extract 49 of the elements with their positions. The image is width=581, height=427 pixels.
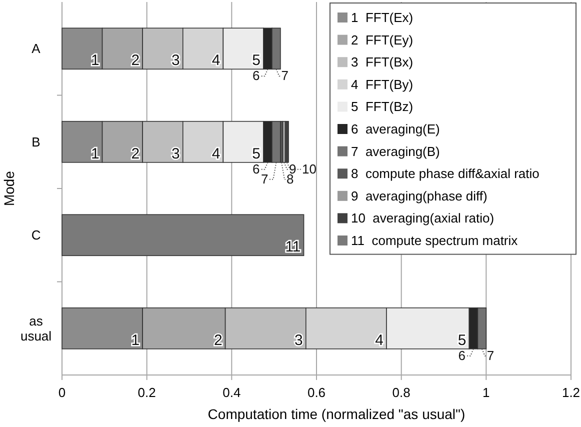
- y-tick-label: as usual: [20, 313, 52, 344]
- x-tick-label: 0.8: [392, 385, 410, 400]
- annotation: 3: [172, 145, 180, 162]
- annotation: 3: [294, 332, 303, 349]
- y-tick-label: C: [31, 228, 41, 243]
- x-tick-label: 1: [482, 385, 490, 400]
- annotation: 4: [212, 145, 220, 162]
- annotation: 2: [131, 145, 140, 162]
- x-tick-label: 0.4: [222, 385, 241, 400]
- annotation: 1: [90, 52, 100, 70]
- annotation: 4: [375, 332, 384, 349]
- annotation: 7: [486, 348, 494, 363]
- legend-label: 3 FFT(Bx): [351, 54, 414, 70]
- legend-label: 11 compute spectrum matrix: [351, 233, 518, 248]
- bar: [62, 214, 304, 256]
- annotation: 1: [131, 332, 140, 349]
- legend-label: 6 averaging(E): [351, 122, 440, 136]
- annotation: 3: [172, 52, 180, 70]
- y-axis-title: Mode: [1, 170, 17, 206]
- legend-label: 8 compute phase diff&axial ratio: [351, 166, 540, 182]
- y-tick-label: A: [32, 41, 41, 56]
- legend-label: 9 averaging(phase diff): [351, 188, 488, 204]
- annotation: 10: [302, 161, 316, 176]
- annotation: 4: [212, 52, 220, 70]
- y-tick-label: B: [32, 134, 40, 150]
- annotation: 6: [458, 348, 466, 363]
- x-tick-label: 0.2: [138, 385, 156, 400]
- bar: [285, 120, 289, 163]
- annotation: 2: [214, 332, 222, 349]
- legend-label: 4 FFT(By): [351, 76, 414, 92]
- legend-label: 7 averaging(B): [351, 144, 440, 159]
- x-tick-label: 1.2: [562, 385, 580, 400]
- legend-label: 5 FFT(Bz): [351, 99, 414, 114]
- legend-label: 1 FFT(Ex): [351, 10, 414, 25]
- legend-label: 10 averaging(axial ratio): [351, 210, 494, 226]
- annotation: 2: [131, 52, 140, 70]
- x-tick-label: 0: [58, 385, 66, 400]
- annotation: 7: [260, 171, 268, 186]
- x-tick-label: 0.6: [307, 385, 326, 400]
- annotation: 11: [285, 238, 301, 256]
- annotation: 5: [458, 332, 466, 349]
- legend-label: 2 FFT(Ey): [351, 32, 414, 48]
- annotation: 1: [90, 145, 100, 162]
- annotation: 6: [252, 68, 260, 84]
- annotation: 6: [252, 161, 260, 176]
- annotation: 5: [252, 52, 260, 70]
- x-axis-title: Computation time (normalized "as usual"): [208, 406, 466, 422]
- annotation: 5: [252, 145, 260, 162]
- annotation: 7: [281, 68, 288, 84]
